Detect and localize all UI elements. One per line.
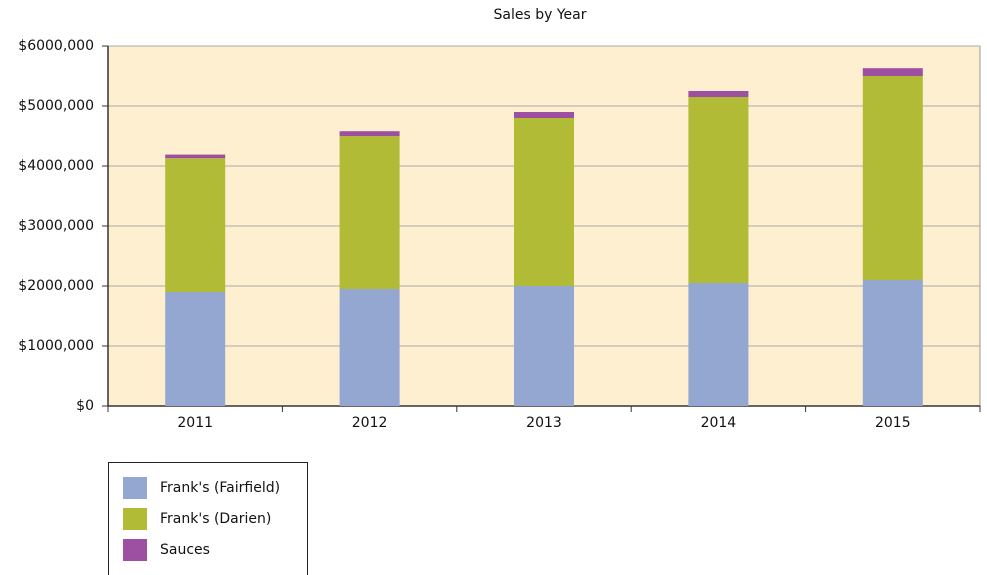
bar-segment (862, 76, 923, 280)
x-tick-label: 2012 (352, 415, 388, 431)
chart-title: Sales by Year (494, 7, 587, 23)
legend-label: Frank's (Darien) (160, 511, 271, 527)
bar-segment (514, 286, 574, 406)
bar-segment (514, 112, 574, 118)
bar-segment (688, 91, 749, 97)
bar-segment (339, 131, 400, 136)
legend-swatch (123, 477, 147, 499)
y-tick-label: $5000,000 (18, 98, 94, 114)
bar-segment (862, 68, 923, 76)
y-tick-label: $6000,000 (18, 38, 94, 54)
y-tick-label: $3000,000 (18, 218, 94, 234)
y-tick-label: $0 (76, 398, 94, 414)
legend-label: Frank's (Fairfield) (160, 480, 280, 496)
x-tick-label: 2014 (701, 415, 737, 431)
y-tick-label: $1000,000 (18, 338, 94, 354)
bar-segment (339, 289, 400, 406)
x-tick-label: 2015 (875, 415, 911, 431)
bar-segment (165, 154, 226, 159)
bar-segment (165, 158, 226, 292)
legend-swatch (123, 508, 147, 530)
y-tick-label: $4000,000 (18, 158, 94, 174)
legend-label: Sauces (160, 542, 210, 558)
x-tick-label: 2011 (177, 415, 213, 431)
bar-segment (165, 292, 226, 406)
bar-segment (688, 283, 749, 406)
y-tick-label: $2000,000 (18, 278, 94, 294)
bar-segment (514, 118, 574, 286)
bar-segment (688, 97, 749, 283)
bar-segment (339, 136, 400, 289)
legend-swatch (123, 539, 147, 561)
x-tick-label: 2013 (526, 415, 562, 431)
bar-segment (862, 280, 923, 406)
